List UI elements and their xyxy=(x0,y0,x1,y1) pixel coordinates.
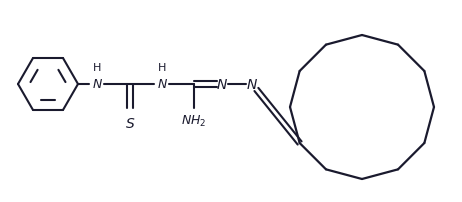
Text: H: H xyxy=(158,63,166,73)
Text: N: N xyxy=(92,78,102,91)
Text: NH$_2$: NH$_2$ xyxy=(181,114,207,128)
Text: N: N xyxy=(217,78,227,92)
Text: H: H xyxy=(93,63,101,73)
Text: S: S xyxy=(126,116,134,130)
Text: N: N xyxy=(158,78,167,91)
Text: N: N xyxy=(247,78,257,92)
